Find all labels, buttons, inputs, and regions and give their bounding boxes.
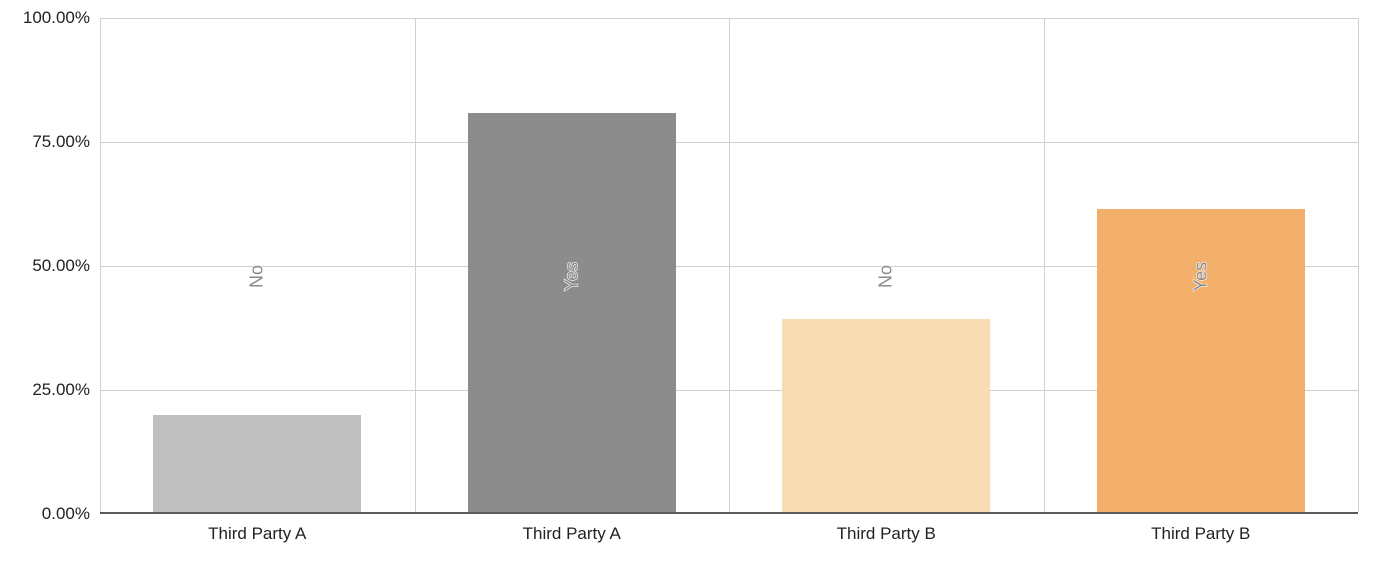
x-tick-label: Third Party B [729,524,1044,544]
plot-area: No Yes No Yes [100,18,1358,514]
y-tick-label: 75.00% [10,132,90,152]
y-tick-label: 0.00% [10,504,90,524]
gridline-vertical [415,18,416,512]
gridline-vertical [1358,18,1359,512]
gridline-vertical [100,18,101,512]
x-tick-label: Third Party A [415,524,730,544]
bar-inner-label: Yes [1190,262,1211,291]
bar-chart: No Yes No Yes 0.00% 25.00% 50.00% 75.00% 100.00… [0,0,1380,572]
bar-inner-label: No [876,265,897,288]
gridline-vertical [1044,18,1045,512]
x-tick-label: Third Party A [100,524,415,544]
y-tick-label: 25.00% [10,380,90,400]
bar-inner-label: No [247,265,268,288]
bar [782,319,990,512]
bar [468,113,676,512]
bar-inner-label: Yes [561,262,582,291]
y-tick-label: 50.00% [10,256,90,276]
y-tick-label: 100.00% [10,8,90,28]
x-tick-label: Third Party B [1044,524,1359,544]
gridline-vertical [729,18,730,512]
bar [153,415,361,512]
bar [1097,209,1305,512]
